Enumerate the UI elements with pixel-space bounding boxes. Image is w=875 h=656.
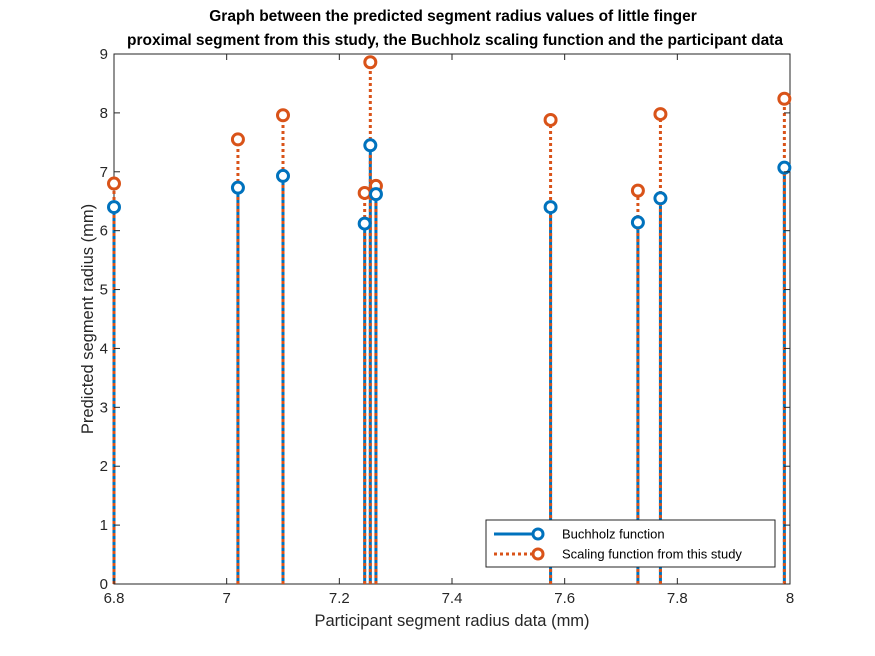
marker-scaling xyxy=(653,107,668,122)
chart-subtitle: proximal segment from this study, the Bu… xyxy=(127,32,783,49)
legend: Buchholz function Scaling function from … xyxy=(485,519,776,568)
stems-layer xyxy=(107,55,792,584)
marker-scaling xyxy=(357,185,372,200)
marker-buchholz xyxy=(357,216,372,231)
marker-scaling xyxy=(363,55,378,70)
x-tick-label: 8 xyxy=(786,590,794,607)
marker-scaling xyxy=(543,112,558,127)
x-tick-label: 7.6 xyxy=(554,590,575,607)
marker-scaling xyxy=(107,176,121,191)
y-tick-label: 8 xyxy=(100,105,108,122)
marker-scaling xyxy=(230,132,245,147)
x-tick-label: 7.2 xyxy=(329,590,350,607)
chart-title: Graph between the predicted segment radi… xyxy=(209,8,697,25)
legend-marker-buchholz xyxy=(531,527,545,541)
x-axis-label: Participant segment radius data (mm) xyxy=(314,612,589,630)
y-tick-label: 2 xyxy=(100,458,108,475)
marker-buchholz xyxy=(276,168,290,183)
x-tick-label: 7.4 xyxy=(442,590,463,607)
legend-marker-scaling xyxy=(531,547,545,561)
x-tick-label: 6.8 xyxy=(104,590,125,607)
marker-buchholz xyxy=(543,200,558,215)
plot-area xyxy=(113,53,791,585)
marker-buchholz xyxy=(777,160,792,175)
y-tick-label: 1 xyxy=(100,517,108,534)
marker-scaling xyxy=(630,183,645,198)
marker-scaling xyxy=(777,91,792,106)
y-tick-label: 9 xyxy=(100,46,108,63)
legend-label-scaling: Scaling function from this study xyxy=(562,547,742,562)
y-axis-label: Predicted segment radius (mm) xyxy=(79,204,97,434)
ticks-layer: 6.8 7 7.2 7.4 7.6 7.8 8 0 1 2 3 4 5 6 7 8 9 xyxy=(100,46,795,607)
marker-scaling xyxy=(276,108,290,123)
y-tick-label: 5 xyxy=(100,282,108,299)
y-tick-label: 6 xyxy=(100,223,108,240)
y-tick-label: 3 xyxy=(100,399,108,416)
marker-buchholz xyxy=(363,138,378,153)
legend-label-buchholz: Buchholz function xyxy=(562,527,665,542)
marker-buchholz xyxy=(630,215,645,230)
marker-buchholz xyxy=(230,180,245,195)
x-tick-label: 7 xyxy=(222,590,230,607)
x-tick-label: 7.8 xyxy=(667,590,688,607)
marker-buchholz xyxy=(107,200,121,215)
marker-buchholz xyxy=(368,187,383,202)
y-tick-label: 0 xyxy=(100,576,108,593)
y-tick-label: 7 xyxy=(100,164,108,181)
marker-buchholz xyxy=(653,191,668,206)
y-tick-label: 4 xyxy=(100,340,108,357)
